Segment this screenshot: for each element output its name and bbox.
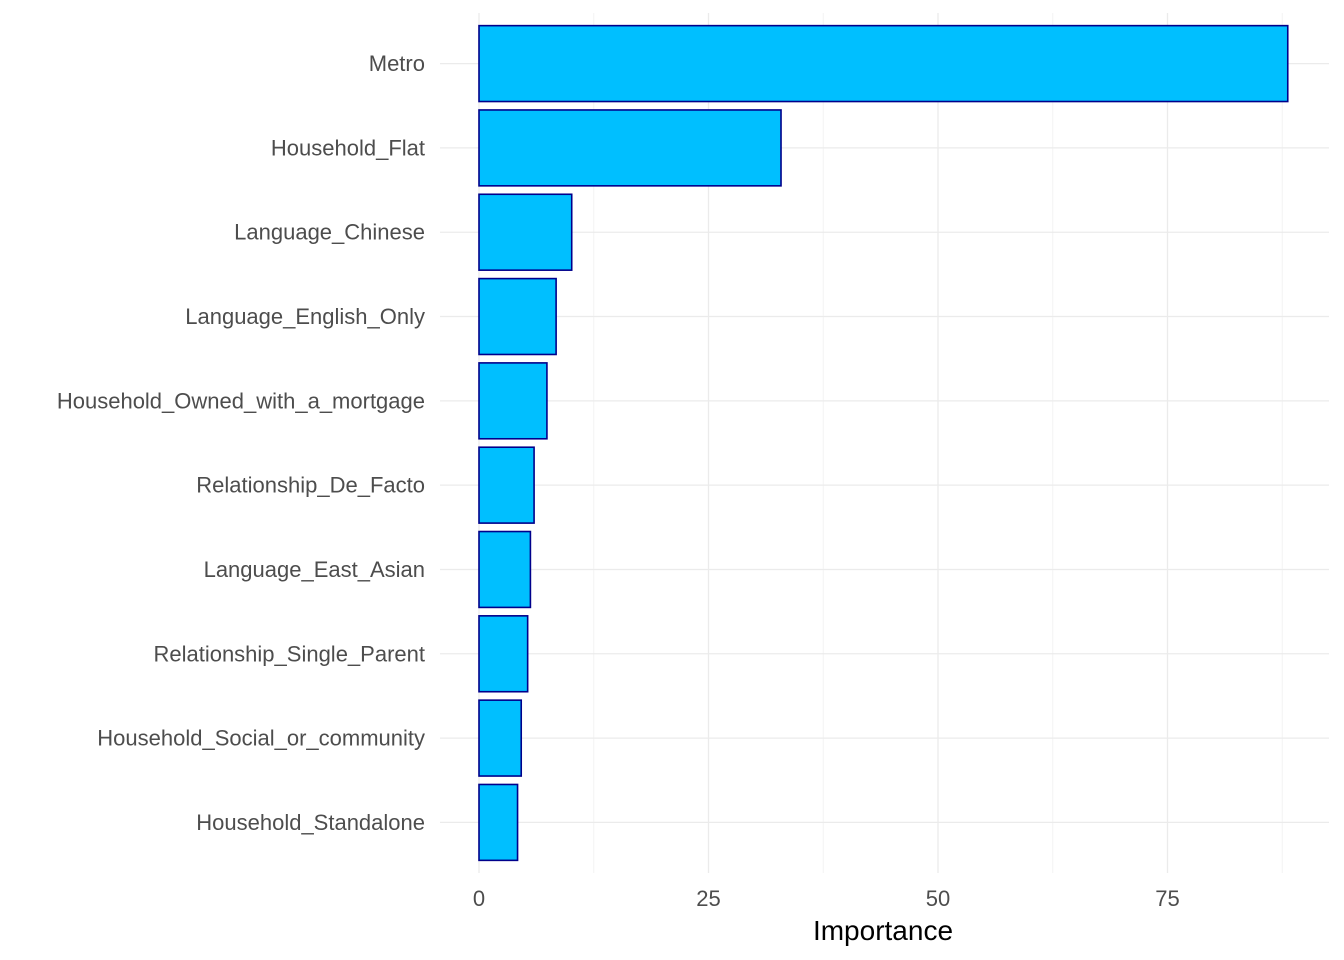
y-tick-label: Language_English_Only <box>185 304 425 329</box>
x-tick-label: 75 <box>1155 886 1179 911</box>
bar <box>478 109 782 187</box>
bar <box>478 615 529 693</box>
x-tick-label: 25 <box>696 886 720 911</box>
x-tick-labels: 0 25 50 75 <box>473 886 1180 911</box>
bar <box>478 699 523 777</box>
bar <box>478 783 519 862</box>
y-tick-label: Household_Owned_with_a_mortgage <box>57 388 425 413</box>
x-axis-title: Importance <box>813 915 953 946</box>
y-tick-label: Relationship_De_Facto <box>196 473 425 498</box>
bars <box>478 24 1289 862</box>
bar <box>478 24 1289 103</box>
bar <box>478 446 535 524</box>
y-tick-label: Household_Standalone <box>196 810 425 835</box>
y-tick-labels: Metro Household_Flat Language_Chinese Langu… <box>57 51 425 835</box>
bar <box>478 530 532 609</box>
x-tick-label: 0 <box>473 886 485 911</box>
bar <box>478 193 573 271</box>
y-tick-label: Metro <box>369 51 425 76</box>
bar <box>478 362 548 440</box>
y-tick-label: Relationship_Single_Parent <box>153 641 425 666</box>
y-tick-label: Household_Flat <box>271 135 425 160</box>
y-tick-label: Language_Chinese <box>234 220 425 245</box>
y-tick-label: Household_Social_or_community <box>97 726 425 751</box>
x-tick-label: 50 <box>926 886 950 911</box>
y-tick-label: Language_East_Asian <box>204 557 425 582</box>
bar <box>478 277 557 356</box>
